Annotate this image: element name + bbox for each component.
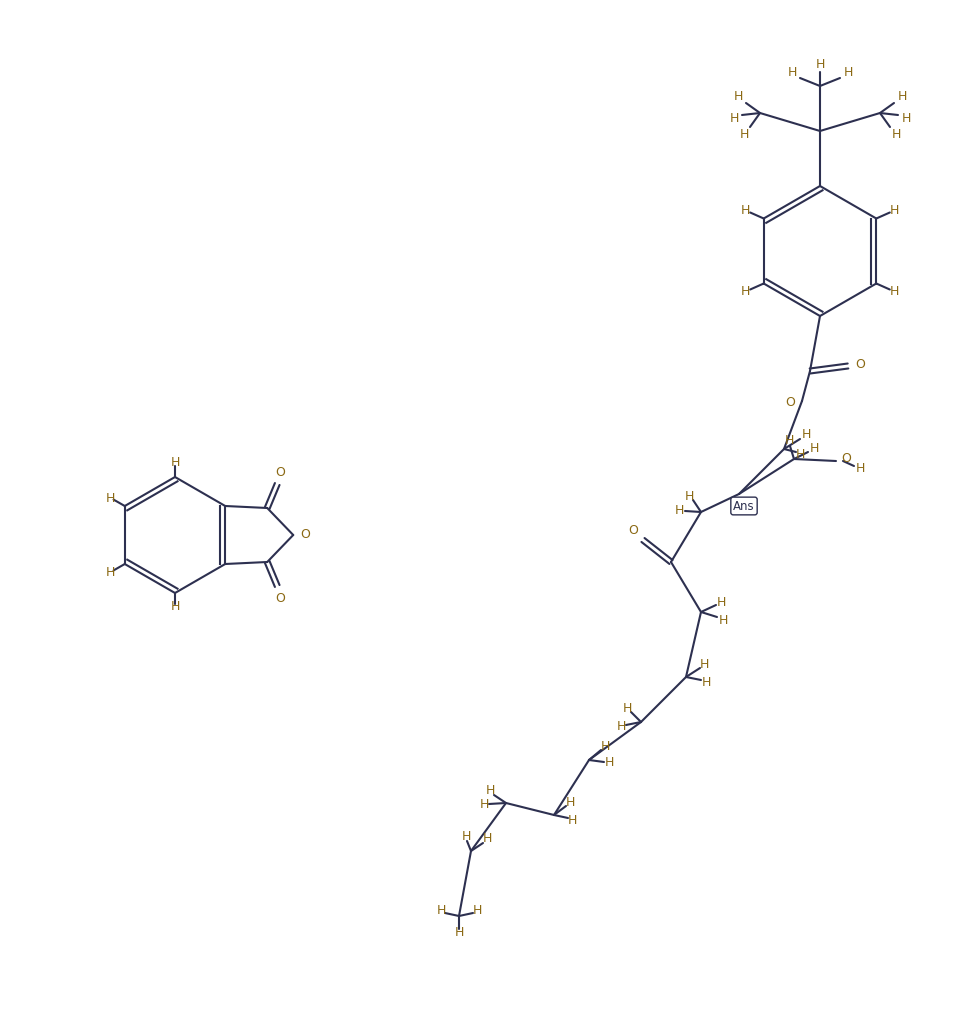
Text: H: H (454, 926, 464, 938)
Text: H: H (784, 434, 794, 447)
Text: H: H (815, 58, 825, 70)
Text: H: H (889, 204, 899, 217)
Text: H: H (733, 91, 743, 103)
Text: H: H (809, 442, 819, 456)
Text: H: H (897, 91, 907, 103)
Text: H: H (719, 613, 727, 627)
Text: O: O (855, 358, 865, 370)
Text: H: H (480, 798, 488, 811)
Text: H: H (566, 797, 574, 809)
Text: H: H (788, 66, 797, 78)
Text: H: H (741, 204, 751, 217)
Text: H: H (437, 904, 446, 918)
Text: H: H (106, 492, 115, 504)
Text: H: H (106, 565, 115, 578)
Text: O: O (785, 397, 795, 409)
Text: Ans: Ans (733, 499, 755, 512)
Text: H: H (717, 596, 725, 608)
Text: H: H (891, 129, 901, 141)
Text: H: H (616, 721, 626, 733)
Text: O: O (841, 453, 851, 466)
Text: H: H (855, 463, 865, 475)
Text: H: H (729, 111, 739, 125)
Text: H: H (486, 785, 494, 798)
Text: O: O (275, 466, 285, 478)
Text: H: H (483, 832, 491, 845)
Text: H: H (741, 285, 751, 298)
Text: H: H (622, 701, 632, 714)
Text: O: O (300, 529, 310, 541)
Text: H: H (796, 447, 804, 461)
Text: H: H (699, 659, 709, 671)
Text: H: H (801, 429, 810, 441)
Text: H: H (701, 675, 711, 689)
Text: H: H (889, 285, 899, 298)
Text: H: H (567, 813, 576, 827)
Text: H: H (843, 66, 853, 78)
Text: O: O (275, 592, 285, 604)
Text: H: H (684, 490, 693, 502)
Text: H: H (472, 904, 482, 918)
Text: H: H (171, 600, 179, 613)
Text: O: O (628, 524, 638, 536)
Text: H: H (901, 111, 911, 125)
Text: H: H (461, 831, 471, 843)
Text: H: H (739, 129, 749, 141)
Text: H: H (675, 503, 683, 517)
Text: H: H (171, 457, 179, 469)
Text: H: H (604, 757, 613, 769)
Text: H: H (601, 739, 609, 753)
